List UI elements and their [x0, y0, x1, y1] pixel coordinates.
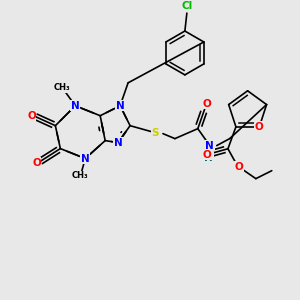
Text: CH₃: CH₃ [72, 171, 88, 180]
Text: S: S [151, 128, 159, 138]
Text: N: N [71, 101, 80, 111]
Text: O: O [235, 162, 243, 172]
Text: O: O [255, 122, 264, 132]
Text: Cl: Cl [181, 1, 193, 11]
Text: CH₃: CH₃ [54, 83, 70, 92]
Text: N: N [116, 101, 124, 111]
Text: O: O [27, 111, 36, 121]
Text: O: O [202, 99, 211, 109]
Text: O: O [32, 158, 41, 167]
Text: N: N [206, 141, 214, 151]
Text: O: O [202, 150, 211, 160]
Text: N: N [114, 138, 122, 148]
Text: H: H [204, 152, 213, 163]
Text: N: N [81, 154, 90, 164]
